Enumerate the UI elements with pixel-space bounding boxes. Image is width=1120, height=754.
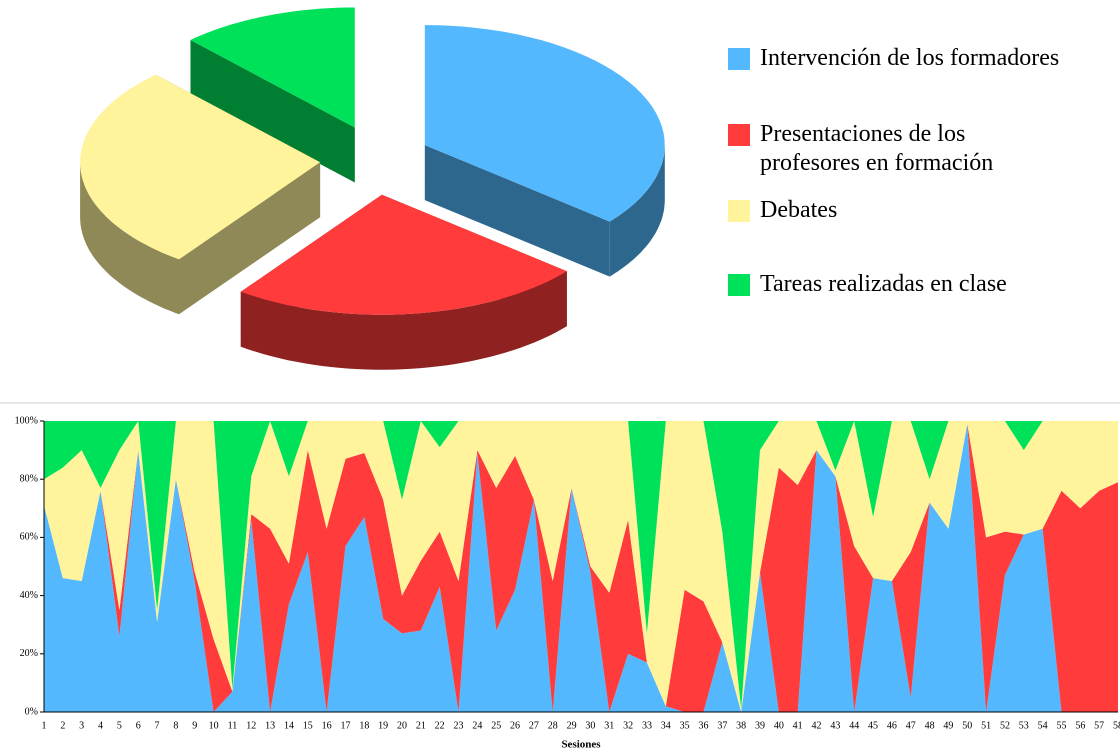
x-tick-label: 53 (1019, 720, 1029, 731)
y-tick-label: 60% (20, 532, 38, 543)
x-tick-label: 13 (265, 720, 275, 731)
x-tick-label: 55 (1056, 720, 1066, 731)
pie-slice-wall (80, 162, 179, 315)
x-tick-label: 24 (472, 720, 482, 731)
x-tick-label: 10 (209, 720, 219, 731)
y-tick-label: 0% (25, 706, 38, 717)
x-tick-label: 15 (303, 720, 313, 731)
x-tick-label: 41 (793, 720, 803, 731)
x-tick-label: 26 (510, 720, 520, 731)
x-tick-label: 23 (454, 720, 464, 731)
pie-slice (240, 194, 567, 315)
x-tick-label: 44 (849, 720, 859, 731)
pie-slice-wall (609, 145, 665, 277)
x-tick-label: 45 (868, 720, 878, 731)
x-tick-label: 8 (173, 720, 178, 731)
x-tick-label: 1 (42, 720, 47, 731)
x-tick-label: 5 (117, 720, 122, 731)
x-tick-label: 36 (698, 720, 708, 731)
legend-label: Presentaciones de los profesores en form… (760, 121, 994, 176)
x-tick-label: 19 (378, 720, 388, 731)
x-tick-label: 49 (943, 720, 953, 731)
legend-swatch (728, 274, 750, 296)
x-tick-label: 35 (680, 720, 690, 731)
pie-slice-side (179, 162, 321, 315)
x-tick-label: 30 (585, 720, 595, 731)
legend-label: Debates (760, 197, 838, 223)
x-tick-label: 33 (642, 720, 652, 731)
pie-slice (190, 7, 355, 128)
x-tick-label: 47 (906, 720, 916, 731)
x-tick-label: 42 (812, 720, 822, 731)
legend-label: Tareas realizadas en clase (760, 271, 1007, 297)
area (44, 421, 1118, 712)
x-tick-label: 58 (1113, 720, 1120, 731)
pie-slice (424, 25, 665, 222)
x-tick-label: 25 (491, 720, 501, 731)
x-tick-label: 18 (359, 720, 369, 731)
x-tick-label: 4 (98, 720, 103, 731)
x-tick-label: 57 (1094, 720, 1104, 731)
x-tick-label: 48 (925, 720, 935, 731)
legend-label: Intervención de los formadores (760, 45, 1060, 71)
x-tick-label: 54 (1038, 720, 1048, 731)
y-tick-label: 100% (15, 415, 38, 426)
x-tick-label: 29 (567, 720, 577, 731)
x-tick-label: 46 (887, 720, 897, 731)
x-tick-label: 20 (397, 720, 407, 731)
x-tick-label: 32 (623, 720, 633, 731)
x-tick-label: 50 (962, 720, 972, 731)
x-tick-label: 31 (604, 720, 614, 731)
x-axis-label: Sesiones (561, 739, 601, 751)
x-tick-label: 14 (284, 720, 294, 731)
x-tick-label: 12 (246, 720, 256, 731)
pie-slice (80, 74, 321, 260)
x-tick-label: 39 (755, 720, 765, 731)
x-tick-label: 40 (774, 720, 784, 731)
x-tick-label: 27 (529, 720, 539, 731)
x-tick-label: 51 (981, 720, 991, 731)
y-tick-label: 80% (20, 473, 38, 484)
x-tick-label: 7 (155, 720, 160, 731)
x-tick-label: 28 (548, 720, 558, 731)
x-tick-label: 9 (192, 720, 197, 731)
legend-swatch (728, 124, 750, 146)
pie-slice-side (424, 145, 610, 277)
x-tick-label: 34 (661, 720, 671, 731)
pie-slice-side (190, 40, 355, 183)
x-tick-label: 43 (830, 720, 840, 731)
area (44, 423, 1118, 712)
y-tick-label: 20% (20, 648, 38, 659)
area (44, 421, 1118, 710)
x-tick-label: 16 (322, 720, 332, 731)
x-tick-label: 56 (1075, 720, 1085, 731)
pie-slice-wall (240, 271, 567, 370)
x-tick-label: 21 (416, 720, 426, 731)
area (44, 423, 1118, 712)
x-tick-label: 37 (717, 720, 727, 731)
y-tick-label: 40% (20, 590, 38, 601)
x-tick-label: 52 (1000, 720, 1010, 731)
x-tick-label: 38 (736, 720, 746, 731)
legend-swatch (728, 200, 750, 222)
x-tick-label: 3 (79, 720, 84, 731)
x-tick-label: 11 (228, 720, 238, 731)
x-tick-label: 2 (60, 720, 65, 731)
x-tick-label: 17 (340, 720, 350, 731)
x-tick-label: 6 (136, 720, 141, 731)
legend-swatch (728, 48, 750, 70)
x-tick-label: 22 (435, 720, 445, 731)
